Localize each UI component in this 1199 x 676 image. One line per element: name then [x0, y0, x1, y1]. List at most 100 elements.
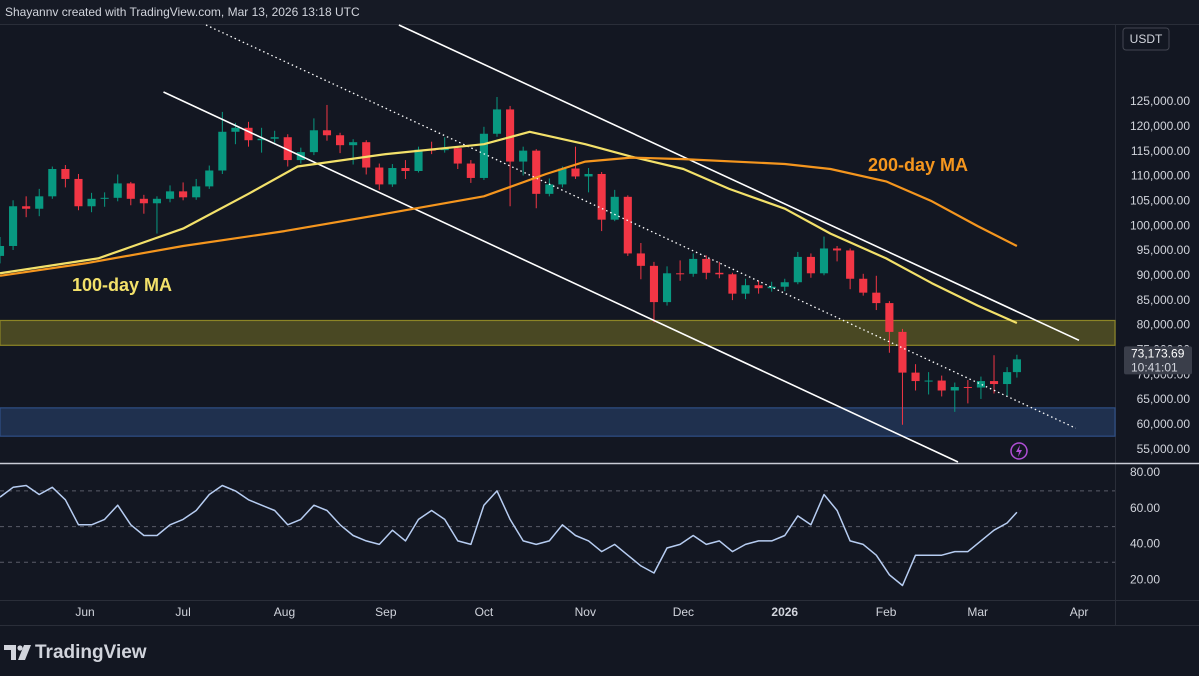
candle-body [152, 198, 162, 204]
candle-body [87, 198, 96, 207]
y-tick-label: 110,000.00 [1131, 169, 1190, 183]
candle-body [780, 282, 789, 287]
y-tick-label: 60.00 [1130, 501, 1160, 515]
y-tick-label: 80,000.00 [1137, 318, 1191, 332]
candle-body [885, 303, 894, 332]
candle-body [231, 127, 240, 132]
candle-body [872, 292, 881, 304]
candle-body [728, 274, 737, 294]
header-text: Shayannv created with TradingView.com, M… [5, 5, 360, 19]
series-label: 200-day MA [868, 155, 968, 175]
y-tick-label: 60,000.00 [1137, 417, 1191, 431]
zone [0, 407, 1116, 437]
candle-body [126, 183, 135, 199]
candle-body [113, 183, 122, 198]
candle-body [636, 253, 645, 266]
y-tick-label: 105,000.00 [1130, 193, 1190, 207]
candle-body [453, 148, 462, 164]
x-tick-label: Mar [967, 605, 988, 619]
candle-body [754, 285, 763, 289]
candle-body [558, 168, 567, 185]
candle-body [139, 198, 148, 204]
candle-body [898, 331, 907, 373]
candle-body [584, 173, 593, 177]
x-tick-label: Aug [274, 605, 295, 619]
candle-body [1003, 372, 1012, 385]
candle-body [950, 387, 959, 391]
brand: TradingView [35, 642, 147, 663]
candle-body [192, 186, 201, 198]
y-tick-label: 65,000.00 [1137, 392, 1191, 406]
rsi-line [0, 484, 1018, 587]
candle-body [205, 170, 214, 187]
candle-body [100, 197, 109, 199]
candle-body [571, 168, 580, 177]
y-tick-label: 85,000.00 [1137, 293, 1191, 307]
moving-average [0, 156, 1018, 277]
candle-body [597, 173, 606, 220]
currency: USDT [1130, 32, 1163, 46]
y-tick-label: 90,000.00 [1137, 268, 1191, 282]
candle-body [179, 191, 188, 198]
x-tick-label: Jul [175, 605, 190, 619]
candle-body [466, 163, 475, 178]
candle-body [322, 130, 332, 136]
x-tick-label: Jun [75, 605, 94, 619]
candle-body [257, 138, 266, 141]
x-tick-label: Dec [673, 605, 694, 619]
alert-icon [1010, 442, 1028, 460]
candle-body [309, 130, 318, 153]
series-label: 100-day MA [72, 275, 172, 295]
candle-body [283, 137, 292, 161]
price-pane: 100-day MA 200-day MA [0, 24, 1116, 463]
x-tick-label: Feb [876, 605, 897, 619]
candle-body [519, 150, 528, 162]
candle-body [1012, 359, 1021, 373]
candle-body [375, 167, 384, 185]
x-tick-label: Nov [575, 605, 596, 619]
y-tick-label: 100,000.00 [1130, 218, 1190, 232]
y-tick-label: 120,000.00 [1130, 119, 1190, 133]
candle-body [336, 135, 345, 146]
candle-body [270, 137, 279, 139]
y-tick-label: 80.00 [1130, 465, 1160, 479]
price-tag-countdown: 10:41:01 [1131, 361, 1178, 375]
candle-body [388, 168, 397, 185]
trend-line [398, 24, 1080, 342]
price-tag [1124, 346, 1192, 375]
candle-body [662, 273, 672, 303]
y-tick-label: 95,000.00 [1137, 243, 1191, 257]
trend-line [163, 91, 959, 463]
header-bar [0, 0, 1199, 24]
candle-body [218, 131, 227, 171]
y-tick-label: 115,000.00 [1131, 144, 1190, 158]
candle-body [401, 168, 410, 171]
candle-body [676, 273, 685, 275]
candle-body [793, 256, 802, 283]
candle-body [989, 381, 999, 385]
x-tick-label: Apr [1070, 605, 1089, 619]
candle-body [349, 142, 358, 146]
candle-body [741, 285, 750, 294]
candle-body [937, 380, 946, 391]
candle-body [806, 256, 815, 274]
y-tick-label: 55,000.00 [1137, 442, 1191, 456]
candle-body [492, 109, 502, 134]
candle-body [362, 142, 371, 168]
candle-body [924, 380, 933, 382]
candle-body [963, 387, 972, 389]
candle-body [22, 206, 31, 209]
candle-body [9, 206, 18, 246]
axes: 55,000.0060,000.0065,000.0070,000.0075,0… [75, 94, 1192, 619]
candle-body [532, 150, 541, 194]
candle-body [165, 191, 175, 199]
y-tick-label: 20.00 [1130, 572, 1160, 586]
brand-logo [4, 645, 31, 660]
candle-body [48, 169, 57, 197]
candle-body [414, 149, 423, 171]
candle-body [859, 278, 868, 293]
candle-body [623, 196, 632, 254]
candle-body [610, 196, 619, 220]
candle-body [715, 272, 724, 275]
candle-body [35, 196, 44, 209]
